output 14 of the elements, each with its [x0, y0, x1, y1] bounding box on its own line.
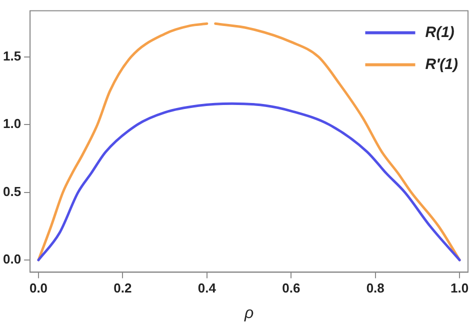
- y-tick-label: 1.0: [2, 116, 22, 132]
- y-tick-label: 1.5: [2, 48, 22, 64]
- x-tick-label: 1.0: [450, 280, 469, 296]
- x-tick-label: 0.4: [198, 280, 217, 296]
- line-series: [37, 102, 461, 262]
- x-tick-label: 0.8: [366, 280, 384, 296]
- legend-label: R(1): [425, 24, 454, 41]
- legend-label: R′(1): [425, 56, 458, 73]
- x-axis-title: ρ: [243, 304, 254, 322]
- y-tick-label: 0.0: [2, 252, 22, 267]
- x-tick-label: 0.2: [114, 280, 132, 296]
- x-tick-label: 0.0: [29, 280, 48, 296]
- y-tick-label: 0.5: [2, 184, 22, 199]
- x-tick-label: 0.6: [282, 280, 300, 296]
